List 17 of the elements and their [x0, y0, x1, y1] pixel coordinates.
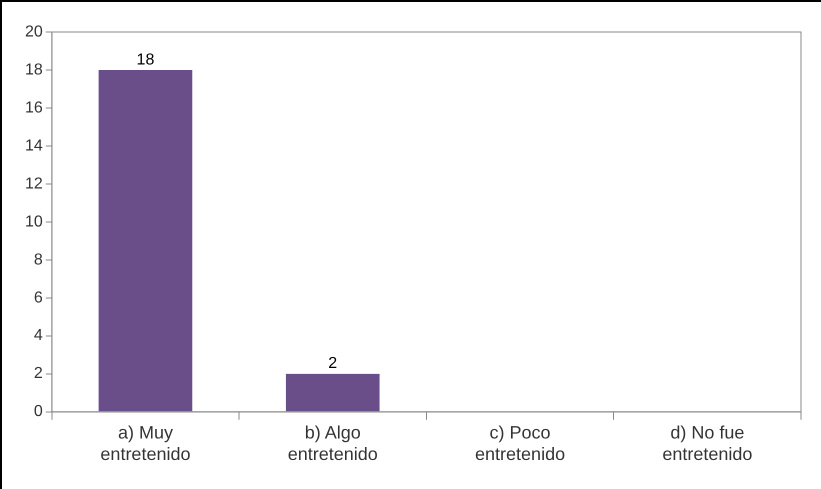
y-tick-label: 12 [25, 175, 43, 192]
y-tick-label: 10 [25, 213, 43, 230]
y-tick-label: 18 [25, 61, 43, 78]
y-tick-label: 16 [25, 99, 43, 116]
data-label: 18 [136, 51, 154, 68]
y-tick-label: 0 [34, 403, 43, 420]
y-tick-label: 2 [34, 365, 43, 382]
x-tick-label: c) Poco entretenido [475, 422, 566, 464]
y-tick-label: 20 [25, 23, 43, 40]
x-tick-label: d) No fue entretenido [662, 422, 752, 464]
x-tick-label: b) Algo entretenido [288, 422, 378, 464]
y-tick-label: 6 [34, 289, 43, 306]
y-tick-label: 8 [34, 251, 43, 268]
data-label: 2 [328, 355, 338, 372]
y-tick-label: 14 [25, 137, 43, 154]
y-tick-label: 4 [34, 327, 43, 344]
x-tick-label: a) Muy entretenido [100, 422, 190, 464]
